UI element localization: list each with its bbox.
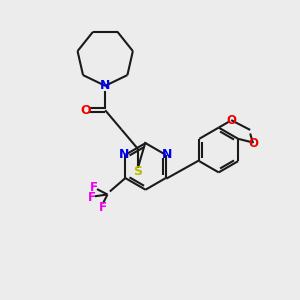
Text: F: F bbox=[90, 182, 98, 194]
Text: F: F bbox=[88, 191, 96, 204]
Text: N: N bbox=[162, 148, 172, 161]
Text: O: O bbox=[226, 114, 236, 127]
Text: N: N bbox=[100, 79, 110, 92]
Text: O: O bbox=[248, 137, 258, 150]
Text: N: N bbox=[119, 148, 129, 161]
Text: F: F bbox=[99, 200, 107, 214]
Text: O: O bbox=[80, 104, 91, 117]
Text: S: S bbox=[134, 165, 142, 178]
